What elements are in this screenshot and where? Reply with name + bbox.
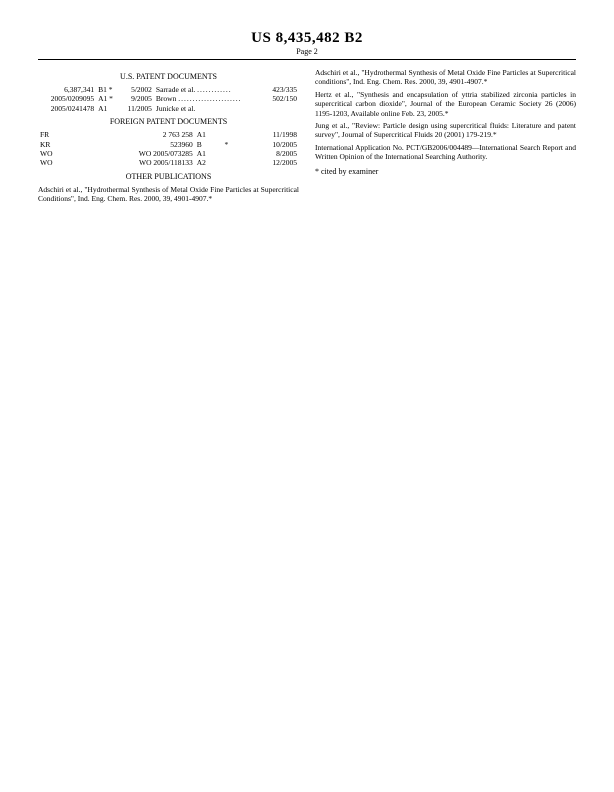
doc-code: A2 — [195, 158, 223, 167]
patent-number: US 8,435,482 B2 — [38, 30, 576, 47]
foreign-docs-title: FOREIGN PATENT DOCUMENTS — [38, 117, 299, 127]
doc-inventor: Brown ...................... — [154, 94, 264, 103]
doc-code: B1 * — [96, 85, 119, 94]
doc-number: 2005/0209095 — [38, 94, 96, 103]
doc-date: 12/2005 — [239, 158, 299, 167]
doc-number: 2 763 258 — [73, 130, 195, 139]
left-column: U.S. PATENT DOCUMENTS 6,387,341 B1 * 5/2… — [38, 68, 299, 206]
country-code: KR — [38, 140, 73, 149]
publication-entry: Hertz et al., "Synthesis and encapsulati… — [315, 90, 576, 118]
table-row: 6,387,341 B1 * 5/2002 Sarrade et al. ...… — [38, 85, 299, 94]
star — [222, 158, 238, 167]
us-docs-table: 6,387,341 B1 * 5/2002 Sarrade et al. ...… — [38, 85, 299, 113]
page-header: US 8,435,482 B2 Page 2 — [38, 30, 576, 56]
country-code: FR — [38, 130, 73, 139]
doc-number: WO 2005/118133 — [73, 158, 195, 167]
doc-date: 10/2005 — [239, 140, 299, 149]
header-rule — [38, 59, 576, 60]
table-row: FR 2 763 258 A1 11/1998 — [38, 130, 299, 139]
country-code: WO — [38, 149, 73, 158]
doc-number: 6,387,341 — [38, 85, 96, 94]
doc-number: 2005/0241478 — [38, 104, 96, 113]
us-docs-title: U.S. PATENT DOCUMENTS — [38, 72, 299, 82]
doc-date: 8/2005 — [239, 149, 299, 158]
doc-number: 523960 — [73, 140, 195, 149]
doc-code: A1 — [195, 130, 223, 139]
doc-code: A1 — [96, 104, 119, 113]
right-column: Adschiri et al., "Hydrothermal Synthesis… — [315, 68, 576, 206]
star — [222, 149, 238, 158]
table-row: WO WO 2005/073285 A1 8/2005 — [38, 149, 299, 158]
content-columns: U.S. PATENT DOCUMENTS 6,387,341 B1 * 5/2… — [38, 68, 576, 206]
doc-date: 5/2002 — [119, 85, 154, 94]
star — [222, 130, 238, 139]
doc-date: 9/2005 — [119, 94, 154, 103]
doc-inventor: Sarrade et al. ............ — [154, 85, 264, 94]
doc-date: 11/2005 — [119, 104, 154, 113]
table-row: 2005/0241478 A1 11/2005 Junicke et al. — [38, 104, 299, 113]
doc-code: A1 — [195, 149, 223, 158]
doc-class — [264, 104, 299, 113]
page-label: Page 2 — [38, 47, 576, 56]
doc-code: B — [195, 140, 223, 149]
other-pubs-title: OTHER PUBLICATIONS — [38, 172, 299, 182]
doc-class: 423/335 — [264, 85, 299, 94]
publication-entry: Adschiri et al., "Hydrothermal Synthesis… — [315, 68, 576, 87]
publication-entry: Jung et al., "Review: Particle design us… — [315, 121, 576, 140]
table-row: KR 523960 B * 10/2005 — [38, 140, 299, 149]
doc-date: 11/1998 — [239, 130, 299, 139]
country-code: WO — [38, 158, 73, 167]
doc-number: WO 2005/073285 — [73, 149, 195, 158]
doc-class: 502/150 — [264, 94, 299, 103]
patent-page: US 8,435,482 B2 Page 2 U.S. PATENT DOCUM… — [0, 0, 614, 206]
table-row: 2005/0209095 A1 * 9/2005 Brown .........… — [38, 94, 299, 103]
doc-inventor: Junicke et al. — [154, 104, 264, 113]
doc-code: A1 * — [96, 94, 119, 103]
table-row: WO WO 2005/118133 A2 12/2005 — [38, 158, 299, 167]
publication-entry: Adschiri et al., "Hydrothermal Synthesis… — [38, 185, 299, 204]
publication-entry: International Application No. PCT/GB2006… — [315, 143, 576, 162]
star: * — [222, 140, 238, 149]
cited-by-examiner: * cited by examiner — [315, 167, 576, 177]
foreign-docs-table: FR 2 763 258 A1 11/1998 KR 523960 B * 10… — [38, 130, 299, 168]
